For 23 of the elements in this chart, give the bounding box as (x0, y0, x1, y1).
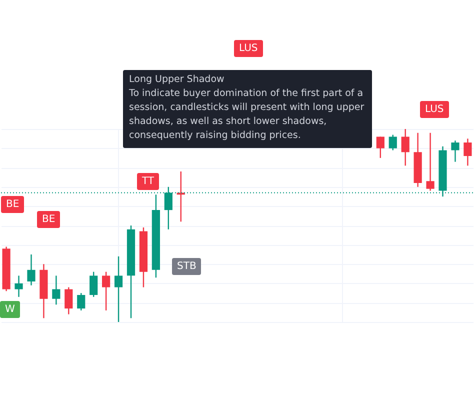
annotation: BE (1, 196, 24, 213)
candlestick (14, 275, 23, 298)
text: Long Upper Shadow (129, 73, 226, 87)
candlestick (27, 254, 36, 286)
candlestick (176, 170, 185, 222)
annotation: To indicate buyer domination of the first part of a session, candlesticks will present with long upper shadows, as well as short lower shadows, consequently raising bidding prices. (129, 87, 365, 143)
candlestick (64, 286, 73, 315)
candlestick (376, 136, 384, 159)
candlestick (52, 275, 60, 306)
annotation: BE (37, 211, 60, 228)
candlestick (451, 140, 460, 162)
text: LUS (420, 101, 449, 118)
annotation: TT (137, 173, 160, 190)
candlestick (388, 134, 397, 151)
candlestick (90, 271, 98, 298)
candlestick (464, 138, 472, 166)
annotation: STB (172, 258, 202, 275)
candlestick (401, 128, 410, 166)
candlestick (77, 292, 86, 312)
candlestick (102, 271, 110, 312)
candlestick (426, 132, 434, 192)
annotation: W (0, 301, 20, 318)
text: LUS (234, 40, 263, 57)
